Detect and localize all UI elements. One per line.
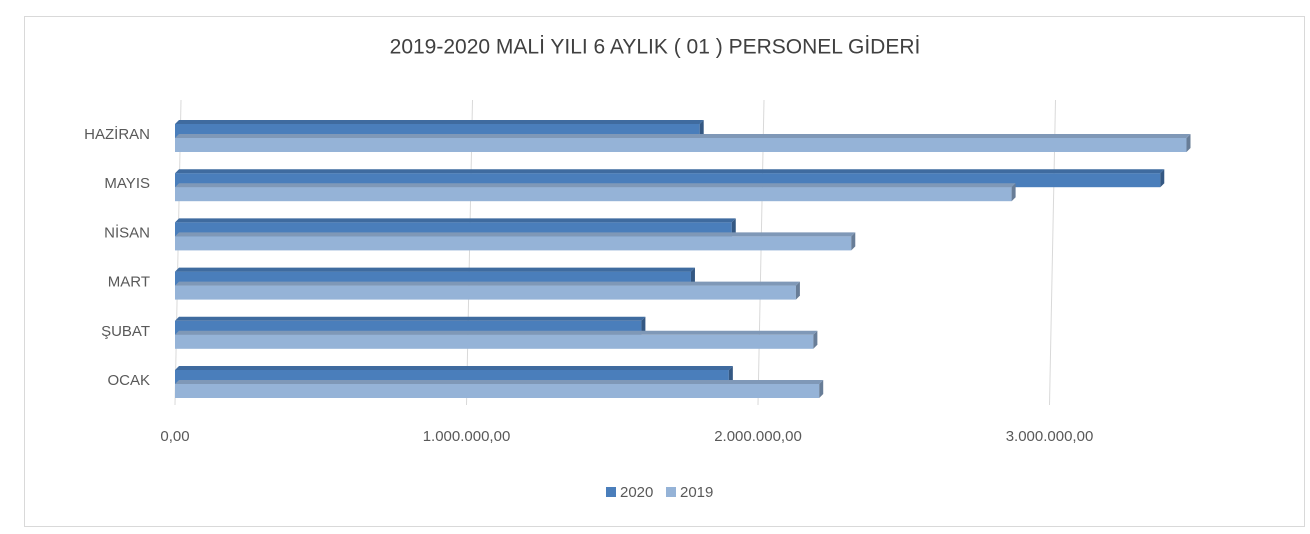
bar: [175, 187, 1012, 202]
y-tick-label: NİSAN: [104, 223, 150, 241]
bar-side: [731, 218, 736, 237]
bar-top: [175, 330, 818, 335]
bar-side: [641, 316, 646, 335]
x-tick-label: 3.000.000,00: [1006, 428, 1094, 445]
y-tick-label: OCAK: [107, 372, 150, 389]
y-tick-label: ŞUBAT: [101, 323, 150, 340]
bar-side: [1160, 169, 1165, 188]
x-tick-label: 1.000.000,00: [423, 428, 511, 445]
bar-side: [851, 232, 856, 251]
bar-top: [175, 218, 736, 223]
chart-title: 2019-2020 MALİ YILI 6 AYLIK ( 01 ) PERSO…: [390, 36, 921, 59]
bar-side: [1186, 134, 1191, 152]
y-tick-label: MART: [108, 274, 150, 291]
y-tick-label: MAYIS: [104, 175, 150, 192]
bar-side: [699, 120, 704, 138]
bar: [175, 384, 820, 398]
bar: [175, 236, 852, 251]
bar-top: [175, 267, 695, 272]
legend-swatch: [666, 487, 676, 497]
bar-top: [175, 281, 800, 286]
bar: [175, 334, 814, 349]
bar-top: [175, 169, 1165, 174]
bar-side: [690, 267, 695, 286]
legend-label: 2019: [680, 484, 713, 501]
bar-side: [795, 281, 800, 300]
x-tick-label: 2.000.000,00: [714, 428, 802, 445]
legend-label: 2020: [620, 484, 653, 501]
bar-top: [175, 232, 856, 237]
bar-top: [175, 120, 704, 124]
bar-top: [175, 316, 646, 321]
bar-top: [175, 134, 1191, 138]
bar-side: [819, 380, 824, 398]
bar-top: [175, 366, 733, 370]
bar-side: [813, 330, 818, 349]
bar-top: [175, 380, 824, 384]
bar-side: [1011, 183, 1016, 202]
bar: [175, 285, 796, 300]
x-tick-label: 0,00: [160, 428, 189, 445]
bar: [175, 138, 1187, 152]
bar-top: [175, 183, 1016, 188]
legend-swatch: [606, 487, 616, 497]
bar-side: [728, 366, 733, 384]
y-tick-label: HAZİRAN: [84, 125, 150, 143]
